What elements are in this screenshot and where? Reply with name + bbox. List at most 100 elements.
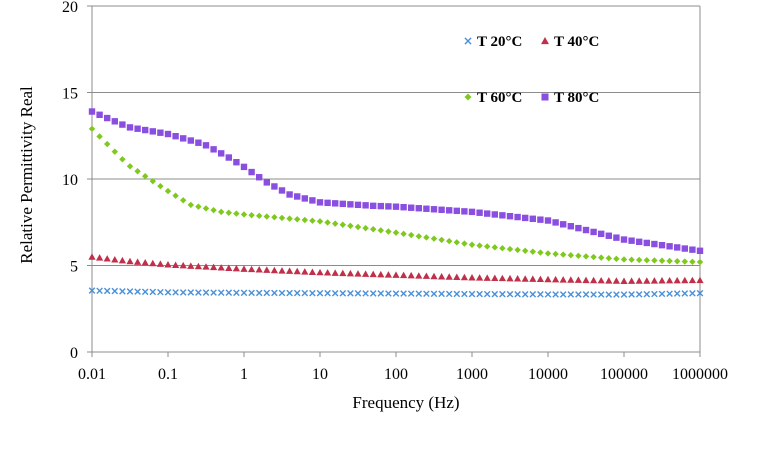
data-point	[96, 287, 103, 295]
data-point	[541, 93, 549, 101]
data-point	[537, 249, 544, 256]
data-point	[142, 126, 149, 134]
data-point	[597, 276, 605, 284]
data-point	[673, 276, 681, 284]
data-point	[278, 289, 286, 297]
data-point	[529, 248, 536, 255]
data-point	[225, 289, 233, 297]
data-point	[681, 245, 688, 252]
data-point	[134, 168, 141, 175]
data-point	[453, 207, 460, 215]
data-point	[377, 290, 385, 297]
data-point	[445, 273, 453, 280]
data-point	[521, 275, 529, 282]
data-series	[88, 108, 704, 298]
data-point	[544, 291, 552, 298]
data-point	[301, 195, 308, 202]
y-axis-title: Relative Permittivity Real	[17, 86, 36, 264]
data-point	[172, 132, 179, 140]
data-point	[210, 146, 217, 153]
data-point	[324, 219, 331, 226]
legend-item: T 80°C	[541, 90, 599, 106]
data-point	[673, 290, 681, 297]
data-point	[179, 261, 187, 269]
data-point	[195, 139, 202, 146]
data-point	[263, 179, 270, 186]
data-point	[430, 272, 438, 280]
legend-label: T 60°C	[477, 90, 522, 106]
data-point	[696, 247, 704, 254]
data-point	[111, 118, 118, 125]
y-tick-label: 15	[62, 86, 78, 103]
data-point	[605, 255, 612, 262]
data-point	[574, 276, 582, 283]
data-point	[415, 290, 423, 297]
data-point	[126, 257, 134, 265]
data-point	[88, 253, 96, 260]
data-point	[309, 289, 316, 297]
data-point	[255, 266, 263, 273]
data-point	[522, 247, 529, 254]
x-tick-label: 1	[240, 366, 248, 383]
data-point	[552, 219, 559, 226]
data-point	[88, 108, 96, 115]
data-point	[696, 276, 704, 284]
data-point	[613, 291, 620, 298]
data-point	[180, 197, 187, 204]
data-point	[613, 234, 620, 241]
data-point	[590, 276, 598, 284]
data-point	[514, 275, 522, 282]
data-point	[164, 130, 172, 138]
data-point	[423, 290, 430, 298]
data-point	[218, 150, 225, 157]
data-point	[118, 256, 126, 264]
data-point	[339, 289, 347, 297]
data-point	[354, 290, 362, 297]
data-point	[620, 277, 628, 284]
axes: 0 5 10 15 20 0.01 0.1 1 10 100 1000 10000 100000 1000…	[62, 0, 728, 383]
data-point	[674, 244, 681, 251]
data-point	[316, 218, 324, 225]
series-triangle	[88, 253, 704, 284]
data-point	[461, 208, 468, 215]
data-point	[286, 191, 293, 198]
data-point	[483, 274, 491, 281]
data-point	[461, 290, 468, 298]
x-tick-label: 0.1	[158, 366, 178, 383]
data-point	[506, 212, 514, 220]
data-point	[484, 243, 491, 250]
data-point	[453, 273, 461, 280]
data-point	[164, 261, 172, 268]
data-point	[537, 291, 544, 298]
data-point	[605, 232, 612, 239]
data-point	[620, 256, 628, 263]
data-point	[362, 202, 369, 209]
data-point	[218, 208, 225, 216]
data-point	[301, 216, 308, 224]
data-point	[179, 289, 187, 296]
data-point	[620, 291, 628, 298]
data-point	[232, 264, 240, 272]
data-point	[590, 253, 597, 261]
data-point	[256, 212, 263, 220]
data-point	[445, 290, 453, 298]
x-tick-label: 10000	[528, 366, 568, 383]
data-point	[331, 269, 339, 276]
data-point	[377, 227, 384, 234]
data-point	[119, 156, 126, 163]
x-tick-label: 1000000	[672, 366, 728, 383]
data-point	[126, 124, 134, 131]
data-point	[248, 265, 256, 273]
data-point	[567, 276, 575, 283]
data-point	[225, 209, 232, 216]
data-point	[612, 277, 620, 284]
data-point	[613, 255, 620, 263]
series-x	[88, 287, 704, 298]
data-point	[567, 252, 574, 259]
data-point	[464, 93, 472, 101]
data-point	[286, 267, 294, 274]
data-point	[650, 277, 658, 284]
data-point	[415, 205, 422, 212]
data-point	[255, 289, 263, 297]
